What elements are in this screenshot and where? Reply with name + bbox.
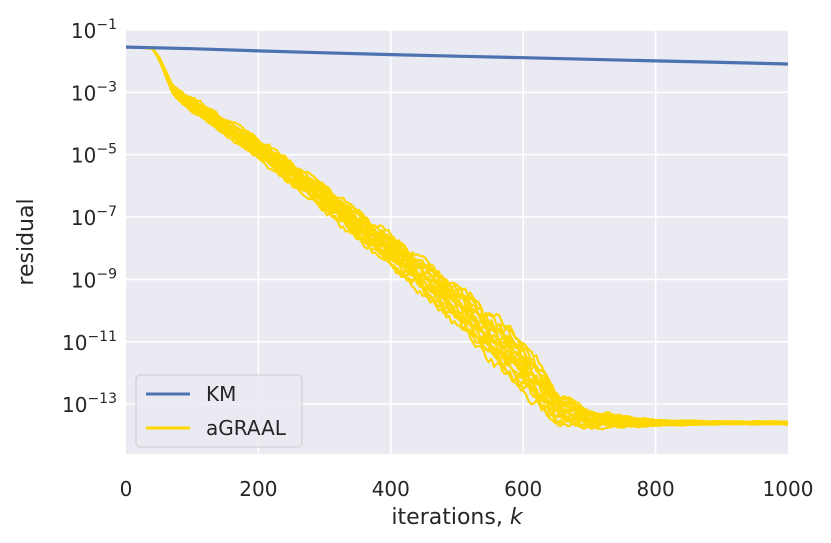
y-tick-label: 10−9 — [71, 266, 117, 292]
x-tick-labels: 0 200 400 600 800 1000 — [120, 477, 814, 501]
x-tick-label: 400 — [372, 477, 410, 501]
y-tick-label: 10−5 — [71, 142, 117, 168]
x-tick-label: 800 — [637, 477, 675, 501]
km-series-line — [125, 45, 789, 66]
x-axis-title-text: iterations, — [391, 505, 509, 530]
agraal-run-line — [126, 46, 789, 424]
y-axis-title: residual — [14, 198, 39, 285]
y-tick-labels: 10−1 10−3 10−5 10−7 10−9 10−11 10−13 — [62, 17, 117, 417]
x-tick-label: 0 — [120, 477, 133, 501]
y-tick-label: 10−13 — [62, 391, 117, 417]
legend-label-agraal: aGRAAL — [206, 416, 287, 440]
y-tick-label: 10−7 — [71, 204, 117, 230]
y-tick-label: 10−3 — [71, 79, 117, 105]
x-tick-label: 200 — [239, 477, 277, 501]
legend-label-km: KM — [206, 382, 236, 406]
legend: KM aGRAAL — [135, 374, 303, 448]
x-axis-title: iterations, k — [391, 505, 523, 530]
x-axis-title-variable: k — [510, 505, 524, 530]
series-layer — [125, 45, 789, 431]
y-tick-label: 10−1 — [71, 17, 117, 43]
x-tick-label: 600 — [504, 477, 542, 501]
y-tick-label: 10−11 — [62, 329, 117, 355]
x-tick-label: 1000 — [763, 477, 814, 501]
